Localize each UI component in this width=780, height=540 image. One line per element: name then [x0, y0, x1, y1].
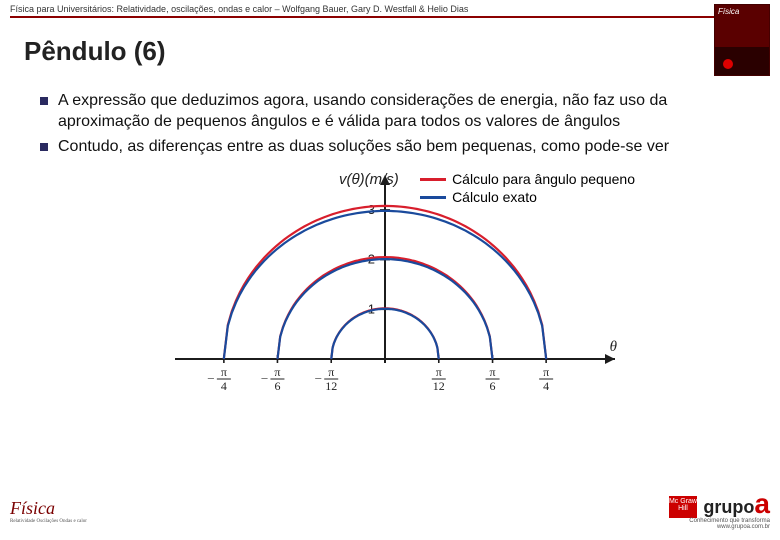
legend-swatch: [420, 178, 446, 181]
left-logo-sub: Relatividade Oscilações Ondas e calor: [10, 519, 87, 525]
svg-text:12: 12: [325, 379, 337, 392]
y-axis-title: v(θ)(m/s): [339, 171, 399, 188]
svg-text:–: –: [207, 370, 215, 384]
svg-text:π: π: [328, 365, 334, 379]
legend-item: Cálculo exato: [420, 189, 635, 205]
left-logo-text: Física: [10, 498, 55, 518]
svg-text:6: 6: [490, 379, 496, 392]
svg-text:θ: θ: [610, 339, 618, 355]
svg-text:3: 3: [368, 202, 375, 217]
svg-text:π: π: [543, 365, 549, 379]
svg-text:–: –: [260, 370, 268, 384]
header-text: Física para Universitários: Relatividade…: [0, 0, 780, 16]
svg-text:12: 12: [433, 379, 445, 392]
svg-text:π: π: [436, 365, 442, 379]
footer: Física Relatividade Oscilações Ondas e c…: [10, 482, 770, 534]
bullet-item: Contudo, as diferenças entre as duas sol…: [40, 137, 740, 158]
book-cover-thumb: [714, 4, 770, 76]
chart-legend: Cálculo para ângulo pequeno Cálculo exat…: [420, 171, 635, 207]
svg-text:π: π: [221, 365, 227, 379]
brand-url: www.grupoa.com.br: [669, 524, 770, 530]
chart: v(θ)(m/s) Cálculo para ângulo pequeno Cá…: [155, 167, 625, 397]
right-logo: Mc Graw Hill grupoa Conhecimento que tra…: [669, 496, 770, 530]
legend-label: Cálculo para ângulo pequeno: [452, 171, 635, 187]
brand-accent: a: [754, 488, 770, 519]
svg-text:–: –: [314, 370, 322, 384]
svg-text:π: π: [274, 365, 280, 379]
svg-text:6: 6: [274, 379, 280, 392]
bullet-list: A expressão que deduzimos agora, usando …: [40, 91, 740, 157]
svg-text:4: 4: [221, 379, 227, 392]
svg-text:π: π: [490, 365, 496, 379]
left-logo: Física Relatividade Oscilações Ondas e c…: [10, 498, 87, 525]
bullet-item: A expressão que deduzimos agora, usando …: [40, 91, 740, 133]
brand-word: grupo: [703, 497, 754, 517]
svg-text:4: 4: [543, 379, 549, 392]
mcgraw-hill-icon: Mc Graw Hill: [669, 496, 697, 518]
slide-title: Pêndulo (6): [0, 18, 780, 77]
grupo-a-text: grupoa: [703, 496, 770, 518]
content-area: A expressão que deduzimos agora, usando …: [0, 77, 780, 397]
legend-label: Cálculo exato: [452, 189, 537, 205]
legend-swatch: [420, 196, 446, 199]
legend-item: Cálculo para ângulo pequeno: [420, 171, 635, 187]
